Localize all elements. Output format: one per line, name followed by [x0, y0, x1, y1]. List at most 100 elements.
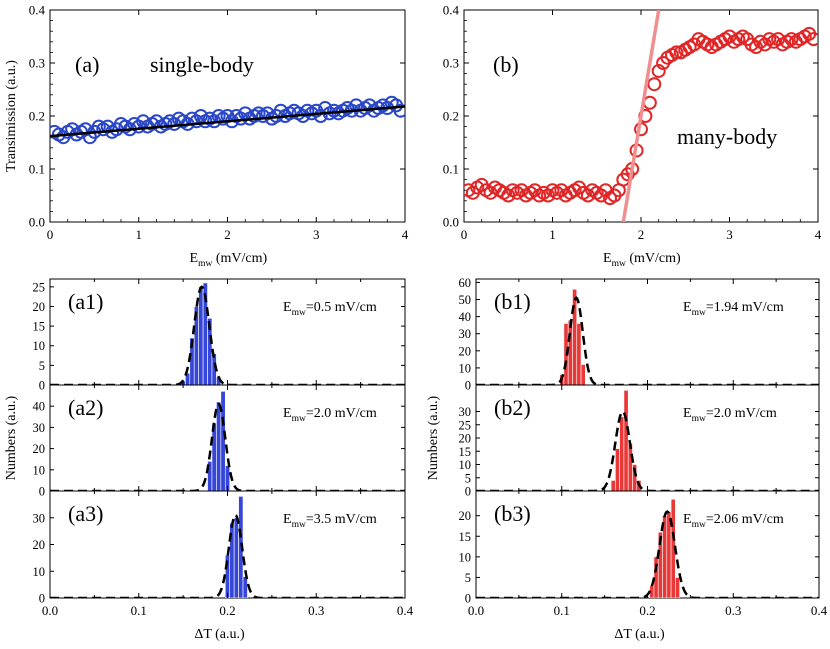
y-tick-label: 10 — [33, 339, 46, 353]
y-tick-label: 20 — [459, 509, 472, 523]
panel-label: (b1) — [494, 289, 531, 314]
histogram-bar — [627, 442, 633, 491]
plot-area — [464, 10, 818, 222]
y-tick-label: 15 — [459, 445, 472, 459]
y-axis-label-left: Numbers (a.u.) — [4, 395, 19, 480]
histogram-bar — [580, 364, 586, 385]
panel-a3: 0 10 20 30 0.0 0.1 0.2 0.3 0.4 ΔT (a.u.) (a3) Emw=3… — [33, 490, 414, 642]
y-tick-label: 0 — [465, 485, 471, 499]
histogram-bar — [211, 422, 217, 491]
y-tick-label: 20 — [33, 300, 46, 314]
x-tick-label: 2 — [638, 227, 645, 242]
histogram-bar — [242, 576, 248, 598]
panel-a2: 0 10 20 30 40 (a2) Emw=2.0 mV/cm — [33, 384, 406, 499]
panel-a1: 0 5 10 15 20 25 (a1) Emw=0.5 mV/cm — [33, 278, 406, 393]
panel-label: (a1) — [68, 289, 103, 314]
histogram-bar — [653, 556, 659, 598]
plot-area — [50, 496, 405, 598]
x-axis-label: ΔT (a.u.) — [194, 627, 245, 642]
y-tick-label: 0.4 — [443, 3, 460, 18]
x-tick-label: 0.1 — [554, 603, 570, 618]
y-tick-label: 15 — [459, 530, 472, 544]
y-tick-label: 10 — [33, 463, 46, 477]
gaussian-fit — [476, 410, 819, 491]
y-tick-label: 0.3 — [443, 56, 459, 71]
histogram-bar — [567, 319, 573, 385]
plot-area — [50, 282, 405, 385]
y-tick-label: 30 — [459, 405, 472, 419]
panel-label: (a3) — [68, 501, 103, 526]
panel-label: (b2) — [494, 395, 531, 420]
histogram-bar — [610, 480, 616, 491]
field-annotation: Emw=0.5 mV/cm — [283, 300, 377, 318]
x-tick-label: 0.2 — [219, 603, 235, 618]
x-tick-label: 0.4 — [811, 603, 828, 618]
y-tick-label: 0.1 — [443, 162, 459, 177]
y-tick-label: 20 — [459, 344, 472, 358]
y-tick-label: 0.4 — [29, 3, 46, 18]
y-tick-label: 15 — [33, 320, 46, 334]
y-tick-label: 10 — [459, 361, 472, 375]
data-point — [313, 109, 328, 123]
x-tick-label: 3 — [726, 227, 733, 242]
histogram-bar — [572, 288, 578, 385]
fit-line — [50, 105, 405, 138]
panel-label: (b3) — [494, 501, 531, 526]
field-annotation: Emw=2.0 mV/cm — [683, 406, 777, 424]
y-tick-label: 0.2 — [443, 109, 459, 124]
x-tick-label: 4 — [815, 227, 822, 242]
y-tick-label: 0.3 — [29, 56, 45, 71]
y-tick-label: 20 — [33, 538, 46, 552]
field-annotation: Emw=3.5 mV/cm — [283, 512, 377, 530]
histogram-bar — [623, 389, 629, 491]
histogram-bar — [632, 464, 638, 491]
field-annotation: Emw=2.0 mV/cm — [283, 406, 377, 424]
y-tick-label: 0.1 — [29, 162, 45, 177]
y-tick-label: 0.0 — [29, 215, 45, 230]
data-point — [647, 77, 662, 92]
x-tick-label: 3 — [313, 227, 320, 242]
y-tick-label: 60 — [459, 276, 472, 290]
y-tick-label: 30 — [459, 327, 472, 341]
data-point — [393, 103, 405, 118]
x-axis-label: ΔT (a.u.) — [614, 627, 665, 642]
panel-b3: 0 5 10 15 20 0.0 0.1 0.2 0.3 0.4 ΔT (a.u.) (b3) Emw=… — [459, 490, 828, 642]
x-tick-label: 0.3 — [725, 603, 741, 618]
panel-annotation: single-body — [150, 52, 254, 77]
x-tick-label: 0 — [461, 227, 468, 242]
y-tick-label: 30 — [33, 421, 46, 435]
panel-label: (b) — [493, 52, 519, 77]
plot-area — [50, 95, 405, 145]
panel-label: (a) — [75, 52, 99, 77]
field-annotation: Emw=2.06 mV/cm — [683, 512, 784, 530]
x-axis-label: Emw (mV/cm) — [603, 251, 681, 269]
panel-b1: 0 10 20 30 40 50 60 (b1) Emw=1.94 mV/cm — [459, 276, 820, 393]
x-tick-label: 0.0 — [42, 603, 58, 618]
y-tick-label: 10 — [459, 550, 472, 564]
x-tick-label: 0 — [47, 227, 54, 242]
data-point — [78, 122, 93, 137]
y-tick-label: 0 — [465, 592, 471, 606]
panel-b: 0 1 2 3 4 0.0 0.1 0.2 0.3 0.4 (b) many-body Emw (mV/… — [443, 3, 822, 269]
histogram-bar — [198, 286, 204, 385]
y-tick-label: 5 — [465, 471, 471, 485]
fit-line — [621, 10, 661, 222]
y-tick-label: 5 — [39, 359, 45, 373]
x-tick-label: 0.1 — [131, 603, 147, 618]
y-tick-label: 40 — [459, 310, 472, 324]
y-tick-label: 30 — [33, 511, 46, 525]
y-tick-label: 0.0 — [443, 215, 459, 230]
histogram-bar — [675, 577, 680, 598]
y-tick-label: 20 — [459, 432, 472, 446]
y-tick-label: 50 — [459, 293, 472, 307]
histogram-ylabels: Numbers (a.u.) Numbers (a.u.) — [4, 395, 441, 480]
panel-a: 0 1 2 3 4 0.0 0.1 0.2 0.3 0.4 (a) single-body Emw (m… — [4, 3, 409, 269]
histogram-bar — [619, 416, 625, 491]
y-axis-label: Transimission (a.u.) — [4, 60, 19, 172]
field-annotation: Emw=1.94 mV/cm — [683, 300, 784, 318]
histogram-bar — [576, 323, 582, 385]
x-tick-label: 0.0 — [468, 603, 484, 618]
x-tick-label: 0.4 — [397, 603, 414, 618]
y-tick-label: 5 — [465, 571, 471, 585]
